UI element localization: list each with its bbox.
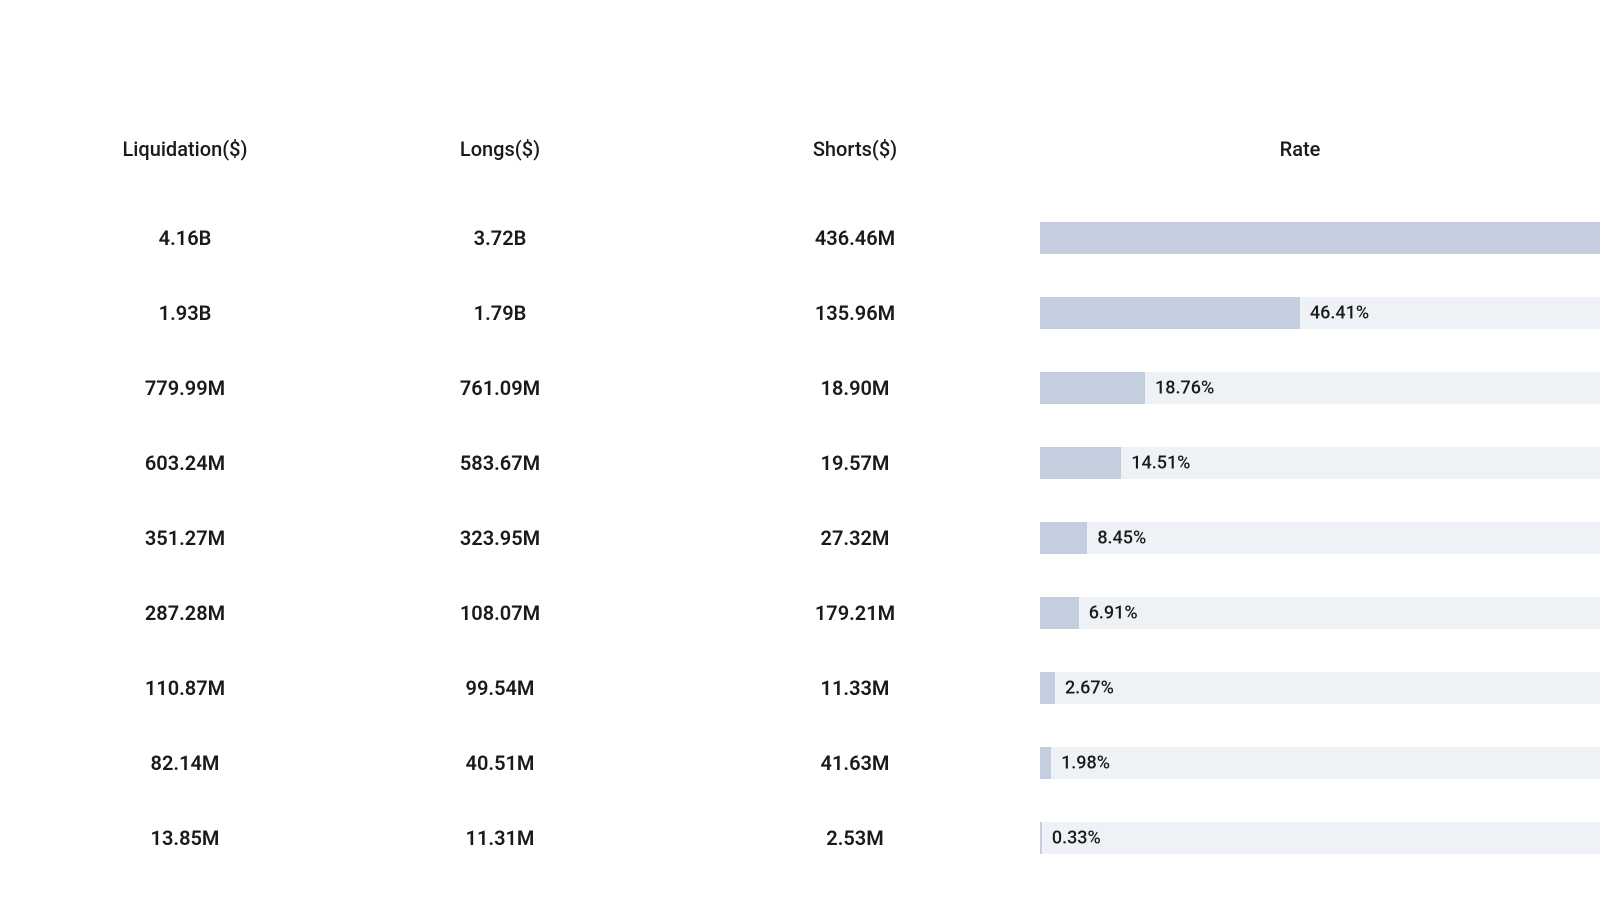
rate-bar-fill xyxy=(1040,522,1087,554)
rate-bar-container: 46.41% xyxy=(1040,297,1600,329)
rate-bar-label: 14.51% xyxy=(1121,452,1190,473)
cell-rate: 8.45% xyxy=(1040,522,1600,554)
cell-liquidation: 82.14M xyxy=(40,751,330,775)
cell-longs: 11.31M xyxy=(330,826,670,850)
cell-longs: 323.95M xyxy=(330,526,670,550)
cell-shorts: 18.90M xyxy=(670,376,1040,400)
rate-bar-fill xyxy=(1040,597,1079,629)
table-body: 4.16B3.72B436.46M 1.93B1.79B135.96M 46.41%… xyxy=(40,200,1600,875)
table-row: 1.93B1.79B135.96M 46.41% xyxy=(40,275,1600,350)
cell-rate: 1.98% xyxy=(1040,747,1600,779)
cell-shorts: 2.53M xyxy=(670,826,1040,850)
cell-rate: 14.51% xyxy=(1040,447,1600,479)
cell-liquidation: 779.99M xyxy=(40,376,330,400)
cell-longs: 99.54M xyxy=(330,676,670,700)
rate-bar-label: 1.98% xyxy=(1051,752,1110,773)
table-row: 603.24M583.67M19.57M 14.51% xyxy=(40,425,1600,500)
cell-longs: 3.72B xyxy=(330,226,670,250)
rate-bar-label: 18.76% xyxy=(1145,377,1214,398)
cell-longs: 583.67M xyxy=(330,451,670,475)
table-row: 779.99M761.09M18.90M 18.76% xyxy=(40,350,1600,425)
rate-bar-container: 14.51% xyxy=(1040,447,1600,479)
cell-shorts: 19.57M xyxy=(670,451,1040,475)
cell-longs: 1.79B xyxy=(330,301,670,325)
rate-bar-fill xyxy=(1040,447,1121,479)
header-shorts[interactable]: Shorts($) xyxy=(670,137,1040,161)
rate-bar-fill xyxy=(1040,372,1145,404)
cell-liquidation: 13.85M xyxy=(40,826,330,850)
cell-liquidation: 351.27M xyxy=(40,526,330,550)
rate-bar-fill xyxy=(1040,222,1600,254)
table-row: 287.28M108.07M179.21M 6.91% xyxy=(40,575,1600,650)
cell-longs: 40.51M xyxy=(330,751,670,775)
rate-bar-fill xyxy=(1040,672,1055,704)
cell-liquidation: 4.16B xyxy=(40,226,330,250)
cell-longs: 108.07M xyxy=(330,601,670,625)
header-liquidation[interactable]: Liquidation($) xyxy=(40,137,330,161)
liquidation-table: Liquidation($) Longs($) Shorts($) Rate 4… xyxy=(40,128,1600,875)
cell-liquidation: 110.87M xyxy=(40,676,330,700)
rate-bar-container xyxy=(1040,222,1600,254)
table-header-row: Liquidation($) Longs($) Shorts($) Rate xyxy=(40,128,1600,170)
table-row: 351.27M323.95M27.32M 8.45% xyxy=(40,500,1600,575)
rate-bar-container: 8.45% xyxy=(1040,522,1600,554)
rate-bar-fill xyxy=(1040,747,1051,779)
rate-bar-label: 46.41% xyxy=(1300,302,1369,323)
table-row: 13.85M11.31M2.53M0.33% xyxy=(40,800,1600,875)
rate-bar-label: 0.33% xyxy=(1042,827,1101,848)
cell-shorts: 11.33M xyxy=(670,676,1040,700)
table-row: 110.87M99.54M11.33M 2.67% xyxy=(40,650,1600,725)
rate-bar-label: 8.45% xyxy=(1087,527,1146,548)
cell-liquidation: 1.93B xyxy=(40,301,330,325)
cell-rate xyxy=(1040,222,1600,254)
cell-rate: 46.41% xyxy=(1040,297,1600,329)
cell-rate: 6.91% xyxy=(1040,597,1600,629)
cell-shorts: 41.63M xyxy=(670,751,1040,775)
rate-bar-fill xyxy=(1040,297,1300,329)
cell-rate: 18.76% xyxy=(1040,372,1600,404)
header-longs[interactable]: Longs($) xyxy=(330,137,670,161)
header-rate[interactable]: Rate xyxy=(1040,137,1600,161)
rate-bar-label: 2.67% xyxy=(1055,677,1114,698)
rate-bar-container: 1.98% xyxy=(1040,747,1600,779)
cell-liquidation: 287.28M xyxy=(40,601,330,625)
rate-bar-container: 2.67% xyxy=(1040,672,1600,704)
rate-bar-container: 18.76% xyxy=(1040,372,1600,404)
cell-rate: 0.33% xyxy=(1040,822,1600,854)
cell-shorts: 135.96M xyxy=(670,301,1040,325)
table-row: 82.14M40.51M41.63M 1.98% xyxy=(40,725,1600,800)
rate-bar-container: 6.91% xyxy=(1040,597,1600,629)
cell-shorts: 436.46M xyxy=(670,226,1040,250)
cell-shorts: 27.32M xyxy=(670,526,1040,550)
table-row: 4.16B3.72B436.46M xyxy=(40,200,1600,275)
rate-bar-container: 0.33% xyxy=(1040,822,1600,854)
cell-longs: 761.09M xyxy=(330,376,670,400)
cell-liquidation: 603.24M xyxy=(40,451,330,475)
cell-shorts: 179.21M xyxy=(670,601,1040,625)
rate-bar-label: 6.91% xyxy=(1079,602,1138,623)
cell-rate: 2.67% xyxy=(1040,672,1600,704)
